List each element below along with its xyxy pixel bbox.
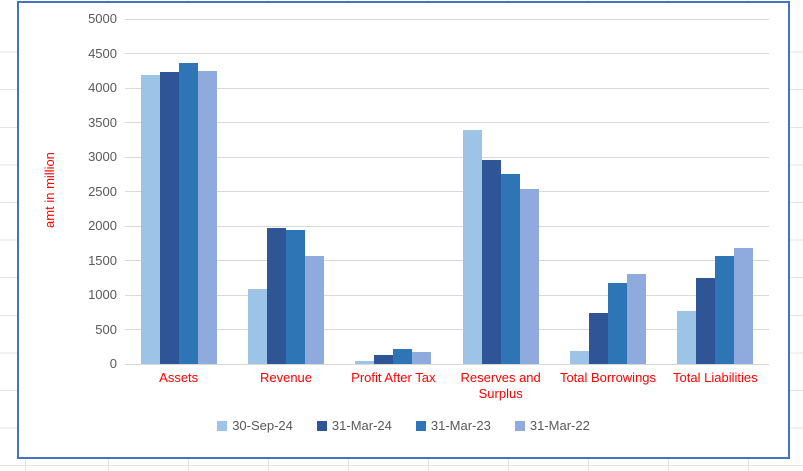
bar-31-Mar-24-reserves-and-surplus[interactable] bbox=[481, 160, 501, 364]
legend-item-30-Sep-24[interactable]: 30-Sep-24 bbox=[217, 419, 293, 432]
x-axis-category-label: Total Liabilities bbox=[673, 370, 758, 385]
y-axis-tick-label: 500 bbox=[95, 321, 117, 337]
x-axis-category-label: Revenue bbox=[259, 370, 313, 385]
chart-object[interactable]: amt in million 0 500 1000 1500 2000 2500 3000 3… bbox=[17, 1, 790, 459]
legend-swatch-icon bbox=[415, 420, 426, 431]
bar-31-Mar-22-profit-after-tax[interactable] bbox=[412, 352, 432, 364]
bar-31-Mar-24-assets[interactable] bbox=[159, 72, 179, 364]
y-axis-tick-label: 3000 bbox=[88, 149, 117, 164]
plot-gridline bbox=[125, 53, 769, 54]
bar-30-Sep-24-revenue[interactable] bbox=[248, 289, 267, 364]
bar-31-Mar-23-reserves-and-surplus[interactable] bbox=[500, 174, 520, 364]
bar-31-Mar-22-total-borrowings[interactable] bbox=[627, 274, 646, 364]
bar-31-Mar-24-total-liabilities[interactable] bbox=[696, 278, 716, 364]
plot-gridline bbox=[125, 260, 769, 261]
y-axis-tick-label: 5000 bbox=[88, 11, 117, 26]
plot-gridline bbox=[125, 122, 769, 123]
bar-31-Mar-23-assets[interactable] bbox=[178, 63, 198, 364]
bar-30-Sep-24-assets[interactable] bbox=[140, 75, 160, 364]
y-axis-tick-label: 1500 bbox=[88, 252, 117, 268]
bar-31-Mar-23-revenue[interactable] bbox=[286, 230, 305, 364]
bar-30-Sep-24-profit-after-tax[interactable] bbox=[355, 361, 375, 364]
legend-item-31-Mar-22[interactable]: 31-Mar-22 bbox=[514, 418, 590, 433]
plot-area bbox=[19, 3, 788, 457]
bar-30-Sep-24-total-liabilities[interactable] bbox=[677, 311, 697, 364]
bar-31-Mar-22-assets[interactable] bbox=[197, 71, 217, 364]
bar-31-Mar-22-total-liabilities[interactable] bbox=[734, 248, 754, 364]
bar-31-Mar-23-profit-after-tax[interactable] bbox=[393, 349, 413, 364]
plot-gridline bbox=[125, 294, 769, 296]
plot-gridline bbox=[125, 225, 769, 227]
y-axis-tick-label: 4000 bbox=[88, 80, 117, 95]
chart-legend: 30-Sep-24 31-Mar-24 31-Mar-23 31-Mar-22 bbox=[19, 419, 788, 432]
bar-31-Mar-23-total-liabilities[interactable] bbox=[715, 256, 735, 364]
plot-gridline bbox=[125, 18, 769, 20]
bar-30-Sep-24-reserves-and-surplus[interactable] bbox=[462, 130, 482, 364]
bar-31-Mar-22-reserves-and-surplus[interactable] bbox=[519, 189, 539, 364]
y-axis-tick-label: 0 bbox=[109, 356, 117, 371]
legend-item-31-Mar-23[interactable]: 31-Mar-23 bbox=[415, 418, 491, 433]
legend-swatch-icon bbox=[316, 420, 327, 431]
legend-label: 30-Sep-24 bbox=[232, 418, 293, 433]
legend-label: 31-Mar-22 bbox=[529, 418, 590, 433]
bar-31-Mar-24-revenue[interactable] bbox=[267, 228, 286, 364]
legend-swatch-icon bbox=[217, 420, 228, 431]
plot-gridline bbox=[125, 87, 769, 89]
y-axis-tick-label: 1000 bbox=[88, 287, 117, 302]
plot-gridline bbox=[125, 363, 769, 365]
y-axis-tick-label: 2000 bbox=[88, 218, 117, 233]
bar-31-Mar-23-total-borrowings[interactable] bbox=[608, 283, 627, 364]
legend-item-31-Mar-24[interactable]: 31-Mar-24 bbox=[316, 418, 392, 433]
bar-31-Mar-24-total-borrowings[interactable] bbox=[589, 313, 608, 364]
x-axis-category-label: Reserves and Surplus bbox=[460, 370, 541, 401]
y-axis-tick-label: 4500 bbox=[88, 45, 117, 61]
plot-gridline bbox=[125, 156, 769, 158]
y-axis-tick-label: 3500 bbox=[88, 114, 117, 130]
plot-gridline bbox=[125, 191, 769, 192]
x-axis-category-label: Assets bbox=[159, 370, 199, 385]
plot-gridline bbox=[125, 329, 769, 330]
legend-swatch-icon bbox=[514, 420, 525, 431]
legend-label: 31-Mar-23 bbox=[430, 418, 491, 433]
y-axis-tick-label: 2500 bbox=[88, 183, 117, 199]
bar-31-Mar-22-revenue[interactable] bbox=[305, 256, 324, 364]
bar-31-Mar-24-profit-after-tax[interactable] bbox=[374, 355, 394, 364]
x-axis-category-label: Total Borrowings bbox=[559, 370, 657, 385]
bar-30-Sep-24-total-borrowings[interactable] bbox=[570, 351, 589, 364]
legend-label: 31-Mar-24 bbox=[331, 418, 392, 433]
x-axis-category-label: Profit After Tax bbox=[351, 370, 436, 385]
